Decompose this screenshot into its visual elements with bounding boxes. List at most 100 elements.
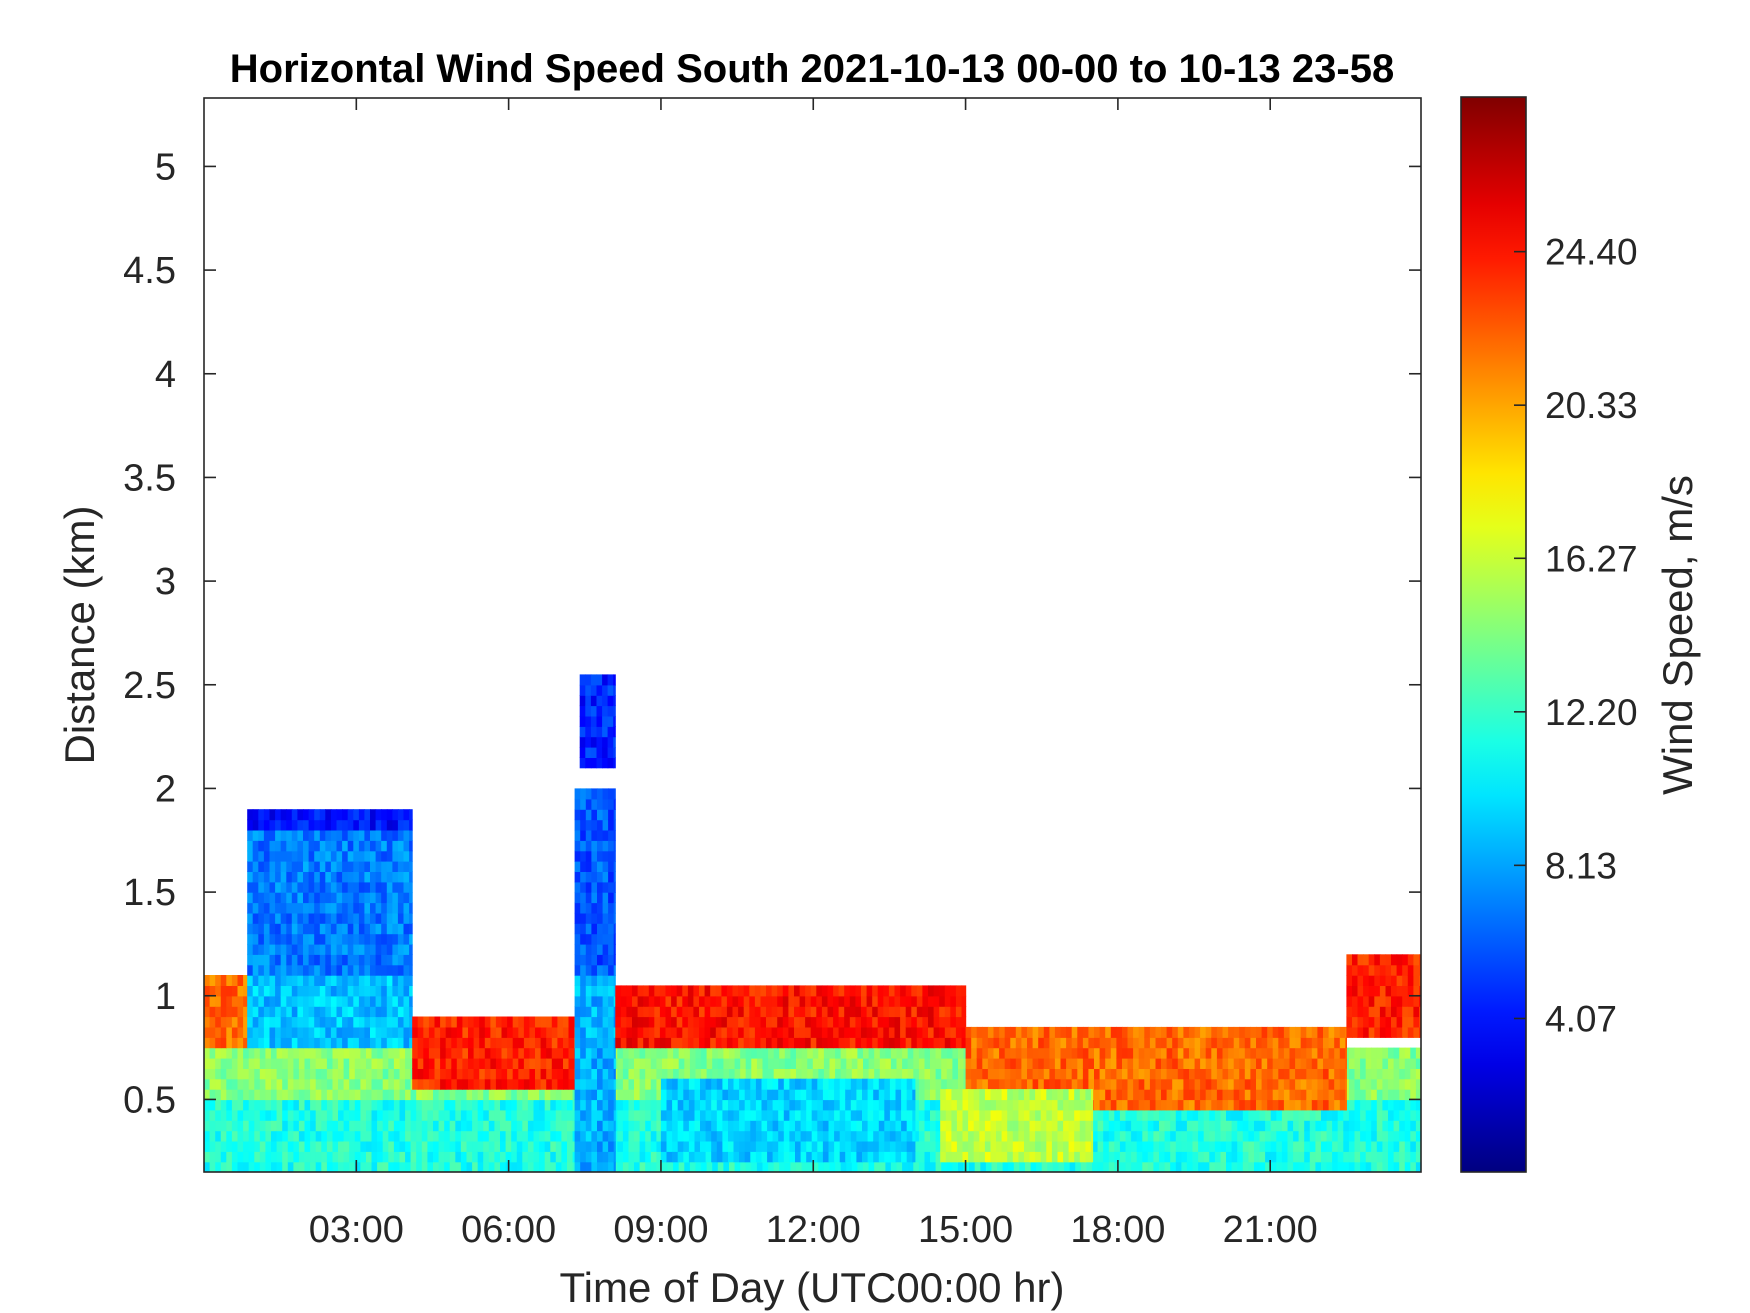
- heatmap-cell: [1311, 1058, 1318, 1069]
- heatmap-cell: [1371, 1058, 1378, 1069]
- heatmap-cell: [790, 1161, 797, 1172]
- heatmap-cell: [397, 995, 405, 1007]
- heatmap-cell: [1097, 1161, 1104, 1172]
- heatmap-cell: [287, 1078, 294, 1090]
- heatmap-cell: [715, 1037, 722, 1049]
- heatmap-cell: [821, 1016, 829, 1028]
- heatmap-cell: [314, 881, 321, 893]
- heatmap-cell: [732, 1016, 739, 1028]
- heatmap-cell: [654, 1006, 661, 1018]
- heatmap-cell: [634, 1058, 641, 1069]
- heatmap-cell: [1365, 1068, 1372, 1080]
- heatmap-cell: [303, 1037, 310, 1049]
- heatmap-cell: [319, 995, 326, 1007]
- heatmap-cell: [472, 1161, 479, 1172]
- heatmap-cell: [204, 1099, 211, 1111]
- heatmap-cell: [1354, 1047, 1361, 1059]
- heatmap-cell: [479, 1047, 486, 1059]
- heatmap-cell: [821, 1006, 829, 1018]
- heatmap-cell: [585, 705, 592, 717]
- heatmap-cell: [1357, 995, 1364, 1007]
- heatmap-cell: [782, 1037, 789, 1049]
- heatmap-cell: [444, 1089, 451, 1101]
- heatmap-cell: [220, 1078, 227, 1090]
- heatmap-cell: [1142, 1151, 1149, 1163]
- heatmap-cell: [745, 1058, 752, 1069]
- heatmap-cell: [1144, 1068, 1151, 1080]
- heatmap-cell: [788, 1006, 795, 1018]
- heatmap-cell: [835, 1047, 842, 1059]
- heatmap-cell: [1248, 1151, 1255, 1163]
- heatmap-cell: [263, 943, 271, 955]
- heatmap-cell: [613, 985, 616, 997]
- heatmap-cell: [263, 933, 271, 945]
- heatmap-cell: [354, 1109, 361, 1121]
- heatmap-cell: [243, 985, 248, 997]
- heatmap-cell: [1166, 1037, 1173, 1049]
- heatmap-cell: [405, 1109, 412, 1121]
- heatmap-cell: [314, 964, 321, 976]
- heatmap-cell: [1419, 985, 1421, 997]
- heatmap-cell: [1161, 1037, 1168, 1049]
- heatmap-cell: [935, 1078, 942, 1090]
- heatmap-cell: [252, 809, 259, 821]
- heatmap-cell: [298, 1140, 306, 1152]
- heatmap-cell: [950, 985, 957, 997]
- heatmap-cell: [794, 985, 801, 997]
- heatmap-cell: [568, 1058, 575, 1069]
- heatmap-cell: [304, 1047, 311, 1059]
- heatmap-cell: [1382, 1151, 1389, 1163]
- heatmap-cell: [639, 1047, 646, 1059]
- heatmap-cell: [501, 1047, 508, 1059]
- heatmap-cell: [381, 964, 388, 976]
- heatmap-cell: [377, 1140, 384, 1152]
- heatmap-cell: [1300, 1037, 1307, 1049]
- heatmap-cell: [574, 1099, 581, 1111]
- heatmap-cell: [738, 1006, 745, 1018]
- heatmap-cell: [523, 1047, 531, 1059]
- heatmap-cell: [445, 1026, 452, 1038]
- heatmap-cell: [1407, 954, 1414, 966]
- heatmap-cell: [386, 923, 393, 935]
- heatmap-cell: [567, 1089, 574, 1101]
- heatmap-cell: [608, 975, 615, 986]
- heatmap-cell: [358, 943, 366, 955]
- heatmap-cell: [597, 1047, 604, 1059]
- heatmap-cell: [602, 705, 609, 717]
- heatmap-cell: [1094, 1068, 1101, 1080]
- heatmap-cell: [840, 1058, 847, 1069]
- heatmap-cell: [282, 1058, 289, 1069]
- heatmap-cell: [382, 1078, 389, 1090]
- heatmap-cell: [1170, 1109, 1177, 1121]
- heatmap-cell: [231, 1109, 239, 1121]
- heatmap-cell: [597, 1151, 604, 1163]
- heatmap-cell: [1082, 1058, 1090, 1069]
- heatmap-cell: [252, 964, 259, 976]
- heatmap-cell: [580, 1068, 587, 1080]
- heatmap-cell: [403, 871, 410, 883]
- heatmap-cell: [494, 1140, 501, 1152]
- heatmap-cell: [343, 1109, 350, 1121]
- heatmap-cell: [338, 1099, 345, 1111]
- heatmap-cell: [511, 1130, 518, 1142]
- heatmap-cell: [325, 819, 332, 831]
- heatmap-cell: [1144, 1078, 1151, 1090]
- heatmap-cell: [1019, 1161, 1026, 1172]
- heatmap-cell: [231, 1047, 239, 1059]
- heatmap-cell: [833, 1016, 840, 1028]
- heatmap-cell: [1382, 1047, 1389, 1059]
- heatmap-cell: [501, 1016, 508, 1028]
- heatmap-cell: [1226, 1120, 1233, 1132]
- heatmap-cell: [1317, 1099, 1324, 1111]
- heatmap-cell: [1295, 1058, 1302, 1069]
- heatmap-cell: [608, 892, 615, 904]
- heatmap-cell: [1108, 1109, 1115, 1121]
- heatmap-cell: [563, 1078, 570, 1090]
- heatmap-cell: [417, 1058, 424, 1069]
- heatmap-cell: [1365, 1058, 1372, 1069]
- heatmap-cell: [796, 1058, 803, 1069]
- heatmap-cell: [349, 1078, 356, 1090]
- heatmap-cell: [1105, 1047, 1112, 1059]
- heatmap-cell: [381, 912, 388, 924]
- heatmap-cell: [715, 1026, 722, 1038]
